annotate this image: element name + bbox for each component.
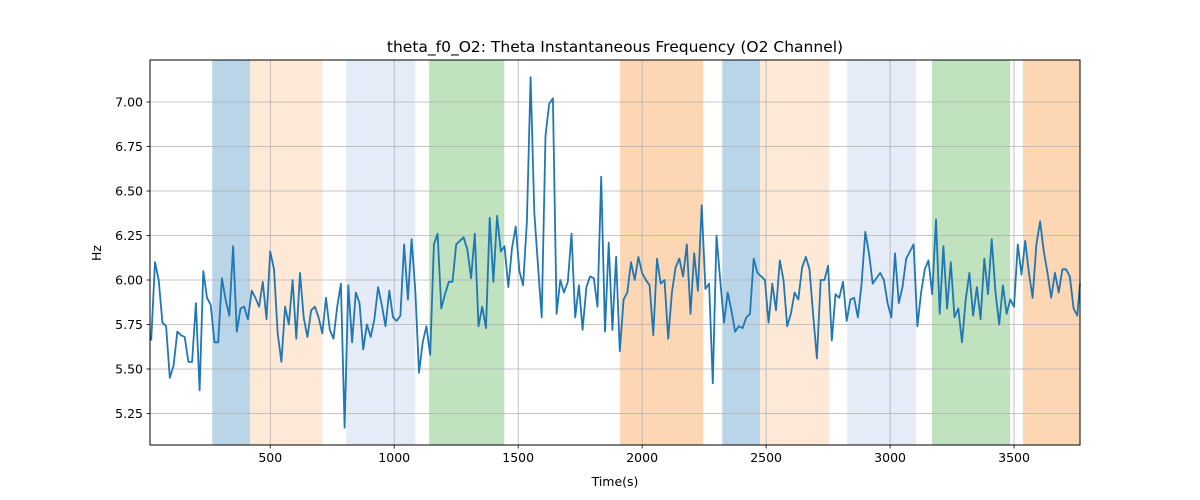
- y-tick-label: 5.25: [115, 406, 143, 421]
- y-tick-label: 6.50: [115, 184, 143, 199]
- x-axis: 500 1000 1500 2000 2500 3000 3500: [258, 445, 1030, 465]
- chart-title: theta_f0_O2: Theta Instantaneous Frequen…: [387, 38, 843, 57]
- shaded-span: [931, 60, 1011, 445]
- shaded-span: [1022, 60, 1080, 445]
- shaded-span: [722, 60, 761, 445]
- x-tick-label: 3000: [874, 450, 906, 465]
- shaded-span: [847, 60, 917, 445]
- x-tick-label: 1500: [502, 450, 534, 465]
- y-tick-label: 5.75: [115, 317, 143, 332]
- shaded-span: [212, 60, 251, 445]
- shaded-span: [250, 60, 323, 445]
- y-tick-label: 6.25: [115, 228, 143, 243]
- y-tick-label: 7.00: [115, 95, 143, 110]
- x-axis-label: Time(s): [591, 474, 639, 489]
- x-tick-label: 2500: [750, 450, 782, 465]
- x-tick-label: 500: [258, 450, 282, 465]
- shaded-span: [429, 60, 505, 445]
- x-tick-label: 3500: [998, 450, 1030, 465]
- axes-frame: [149, 59, 1081, 446]
- y-tick-label: 6.75: [115, 139, 143, 154]
- grid: [150, 60, 1080, 445]
- series-line: [150, 76, 1081, 429]
- x-tick-label: 1000: [378, 450, 410, 465]
- shaded-span: [620, 60, 704, 445]
- shaded-span: [760, 60, 830, 445]
- plot-area: [150, 76, 1081, 429]
- shaded-spans: [212, 60, 1080, 445]
- y-tick-label: 5.50: [115, 361, 143, 376]
- x-tick-label: 2000: [626, 450, 658, 465]
- y-axis: 5.25 5.50 5.75 6.00 6.25 6.50 6.75 7.00: [115, 95, 150, 421]
- y-axis-label: Hz: [89, 245, 104, 261]
- y-tick-label: 6.00: [115, 273, 143, 288]
